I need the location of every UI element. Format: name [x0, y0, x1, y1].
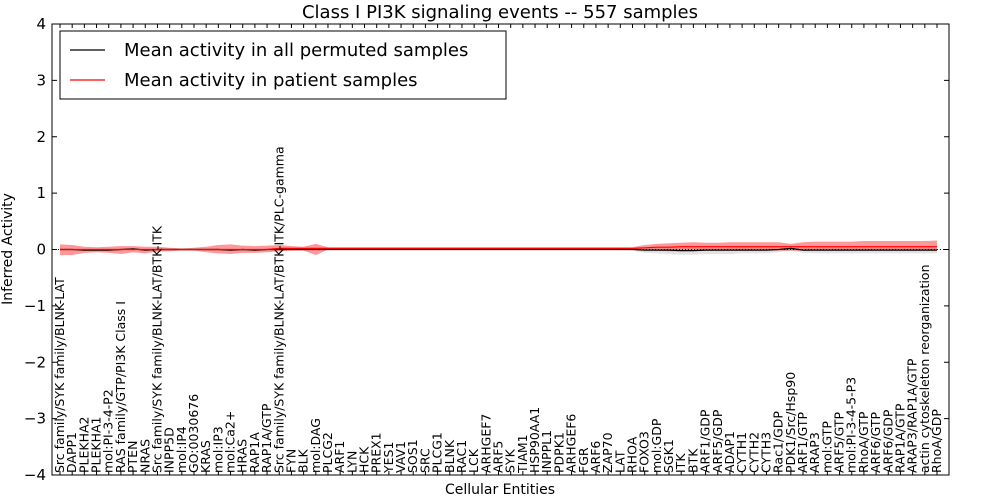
x-tick-label: CYTH2	[746, 432, 761, 473]
x-tick-label: LCK	[466, 448, 481, 473]
x-tick-label: ARF6	[588, 441, 603, 473]
x-tick-label: ARAP3/RAP1A/GTP	[905, 358, 920, 473]
x-tick-label: SGK1	[661, 439, 676, 473]
x-tick-label: mol:PI-3-4-5-P3	[844, 377, 859, 473]
x-tick-label: ARF5/GTP	[832, 412, 847, 473]
x-tick-label: CYTH3	[759, 432, 774, 473]
x-tick-label: ARF1/GDP	[698, 409, 713, 473]
x-tick-label: mol:GTP	[819, 421, 834, 473]
y-tick-label: 1	[36, 184, 46, 202]
x-tick-label: mol:PI-3-4-P2	[101, 389, 116, 473]
band-series-1	[60, 246, 937, 255]
x-tick-label: HSP90AA1	[527, 407, 542, 473]
x-tick-label: Src family/SYK family/BLNK-LAT/BTK-ITK/P…	[271, 146, 286, 473]
x-tick-label: PDPK1	[551, 432, 566, 473]
x-tick-label: BTK	[685, 448, 700, 473]
x-tick-label: mol:GDP	[649, 418, 664, 473]
x-tick-label: ARAP3	[807, 432, 822, 473]
x-tick-label: mol:Ca2+	[223, 411, 238, 473]
x-tick-label: SRC	[417, 448, 432, 473]
x-tick-label: Src family/SYK family/BLNK-LAT/BTK-ITK	[149, 225, 164, 473]
plot-area	[52, 240, 949, 256]
x-tick-label: PTEN	[125, 441, 140, 473]
x-tick-label: PREX1	[369, 432, 384, 473]
x-tick-label: ARF6/GTP	[868, 412, 883, 473]
y-axis-label: Inferred Activity	[0, 193, 16, 305]
x-tick-label: ARHGEF7	[478, 414, 493, 473]
x-tick-label: ARF1	[332, 441, 347, 473]
chart-title: Class I PI3K signaling events -- 557 sam…	[302, 2, 698, 23]
x-tick-label: SYK	[503, 448, 518, 473]
x-tick-label: ARF5/GDP	[710, 409, 725, 473]
x-tick-label: NRAS	[137, 439, 152, 473]
x-tick-label: FGR	[576, 447, 591, 473]
x-tick-label: CYTH1	[734, 432, 749, 473]
x-tick-label: YES1	[381, 442, 396, 474]
x-tick-label: RAS family/GTP/PI3K Class I	[113, 301, 128, 473]
legend-label-permuted: Mean activity in all permuted samples	[124, 40, 468, 61]
legend: Mean activity in all permuted samples Me…	[59, 30, 507, 100]
x-tick-label: LYN	[344, 451, 359, 473]
x-tick-label: mol:IP4	[174, 426, 189, 473]
y-tick-label: −3	[24, 410, 46, 428]
x-tick-label: PLEKHA1	[89, 416, 104, 473]
x-tick-label: VAV1	[393, 441, 408, 473]
x-tick-label: INPP5D	[162, 427, 177, 473]
x-tick-label: SOS1	[405, 439, 420, 473]
legend-box	[59, 30, 507, 100]
x-tick-label: TIAM1	[515, 434, 530, 474]
x-tick-label: RhoA/GTP	[856, 411, 871, 473]
x-tick-label: mol:IP3	[210, 426, 225, 473]
x-tick-label: FOXO3	[637, 431, 652, 473]
y-tick-label: −1	[24, 297, 46, 315]
x-tick-label: RAP1A/GTP	[259, 403, 274, 473]
x-tick-label: KRAS	[198, 440, 213, 473]
x-tick-label: RAC1	[454, 440, 469, 473]
x-tick-label: ARF5	[491, 441, 506, 473]
x-tick-label: INPPL1	[539, 430, 554, 473]
x-tick-label: ARF1/GTP	[795, 412, 810, 473]
x-tick-label: GO:0030676	[186, 394, 201, 473]
x-tick-label: ADAP1	[722, 431, 737, 473]
y-tick-label: 0	[36, 241, 46, 259]
x-tick-label: Rac1/GDP	[771, 411, 786, 473]
x-tick-label: FYN	[283, 449, 298, 473]
x-tick-label: HRAS	[235, 439, 250, 473]
x-tick-label: ARF6/GDP	[880, 409, 895, 473]
x-tick-label: HCK	[357, 446, 372, 473]
x-tick-label: PLCG2	[320, 432, 335, 473]
x-tick-label: actin cytoskeleton reorganization	[917, 264, 932, 473]
x-tick-label: PDK1/Src/Hsp90	[783, 372, 798, 473]
x-tick-label: RhoA/GDP	[929, 409, 944, 473]
x-tick-label: LAT	[612, 450, 627, 473]
x-tick-label: ITK	[673, 453, 688, 473]
x-tick-label: PLCG1	[430, 432, 445, 473]
x-tick-label: RHOA	[625, 436, 640, 473]
y-tick-label: 2	[36, 128, 46, 146]
line-series-2	[60, 246, 937, 251]
y-tick-label: 3	[36, 71, 46, 89]
y-tick-label: −4	[24, 466, 46, 484]
x-tick-label: RAP1A	[247, 432, 262, 473]
x-tick-label: DAPP1	[64, 432, 79, 473]
x-tick-label: mol:DAG	[308, 418, 323, 473]
x-tick-label: BLK	[296, 448, 311, 473]
x-tick-label: ARHGEF6	[564, 414, 579, 473]
x-axis-label: Cellular Entities	[445, 482, 555, 498]
x-tick-label: RAP1A/GTP	[893, 403, 908, 473]
x-tick-label: PLEKHA2	[76, 416, 91, 473]
x-tick-label: BLNK	[442, 439, 457, 473]
legend-label-patient: Mean activity in patient samples	[124, 70, 418, 91]
y-tick-label: −2	[24, 353, 46, 371]
x-tick-label: Src family/SYK family/BLNK-LAT	[52, 277, 67, 473]
y-tick-label: 4	[36, 15, 46, 33]
x-tick-label: ZAP70	[600, 432, 615, 473]
